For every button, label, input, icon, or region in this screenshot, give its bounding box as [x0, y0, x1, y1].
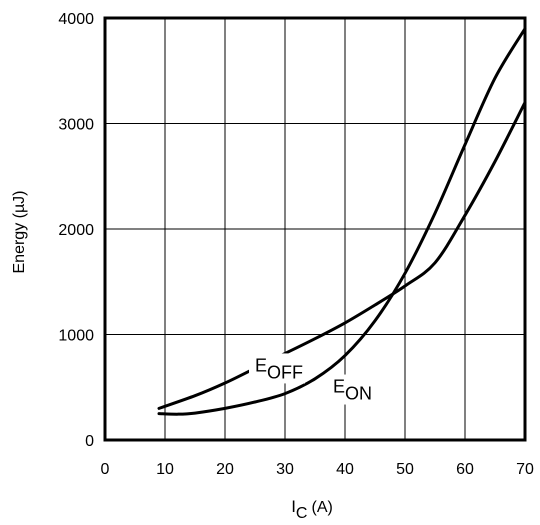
series-label-bg [249, 353, 305, 384]
series-label-eon: EON [333, 377, 372, 404]
x-axis-label-main: I [291, 497, 296, 516]
x-tick-label: 40 [336, 461, 354, 478]
x-tick-label: 50 [396, 461, 414, 478]
series-labels: EOFF EON [249, 353, 372, 405]
series-label-bg [327, 374, 371, 405]
y-axis-label: Energy (µJ) [11, 190, 28, 273]
series-label-eoff: EOFF [255, 355, 303, 382]
grid [105, 18, 525, 440]
y-tick-labels: 0 1000 2000 3000 4000 [58, 11, 94, 450]
y-tick-label: 0 [85, 433, 94, 450]
x-tick-label: 0 [101, 461, 110, 478]
x-axis-label-sub: C [296, 505, 308, 522]
x-tick-labels: 0 10 20 30 40 50 60 70 [101, 461, 534, 478]
x-tick-label: 20 [216, 461, 234, 478]
y-tick-label: 2000 [58, 222, 94, 239]
y-tick-label: 4000 [58, 11, 94, 28]
x-axis-label-unit: (A) [311, 499, 332, 516]
series-line-eoff [157, 100, 527, 410]
x-axis-label: IC (A) [291, 497, 333, 522]
x-tick-label: 10 [156, 461, 174, 478]
curves [157, 27, 527, 416]
x-tick-label: 70 [516, 461, 534, 478]
x-tick-label: 60 [456, 461, 474, 478]
series-line-eon [157, 27, 527, 416]
plot-frame [103, 16, 527, 442]
x-tick-label: 30 [276, 461, 294, 478]
y-tick-label: 1000 [58, 328, 94, 345]
y-tick-label: 3000 [58, 117, 94, 134]
